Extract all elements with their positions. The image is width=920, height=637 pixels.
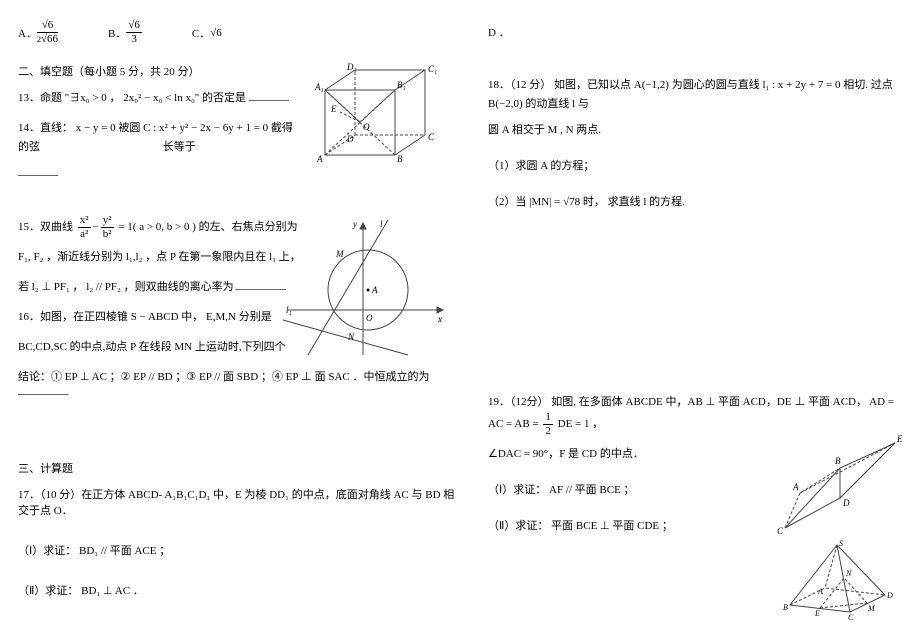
svg-text:B: B bbox=[397, 154, 403, 164]
option-c: C． √6 bbox=[192, 25, 222, 41]
option-d: D ． bbox=[488, 24, 898, 40]
prism-figure: A B C D E bbox=[775, 428, 905, 538]
svg-text:A: A bbox=[792, 482, 799, 492]
svg-text:A: A bbox=[371, 285, 378, 295]
q17-line1: 17．（10 分）在正方体 ABCD- A₁B₁C₁D₁ 中，E 为棱 DD₁ … bbox=[18, 486, 458, 518]
q18-line3: （1）求圆 A 的方程； bbox=[488, 157, 898, 173]
blank bbox=[18, 165, 58, 176]
option-c-label: C． bbox=[192, 25, 210, 41]
section-3-title: 三、计算题 bbox=[18, 460, 458, 476]
svg-text:O: O bbox=[363, 122, 370, 132]
svg-text:N: N bbox=[347, 332, 355, 342]
svg-text:B: B bbox=[835, 456, 841, 466]
blank bbox=[249, 90, 289, 101]
svg-text:C: C bbox=[428, 132, 435, 142]
q17-line3: （Ⅱ）求证： BD₁ ⊥ AC ． bbox=[18, 582, 458, 598]
q17-line2: （Ⅰ）求证： BD₁ // 平面 ACE ； bbox=[18, 542, 458, 558]
blank bbox=[18, 384, 68, 395]
svg-text:y: y bbox=[352, 219, 357, 229]
q18-line2: 圆 A 相交于 M , N 两点. bbox=[488, 121, 898, 137]
cube-figure: A B C D A₁ B₁ C₁ D₁ O E bbox=[305, 60, 455, 175]
svg-text:S: S bbox=[839, 540, 843, 548]
svg-text:E: E bbox=[896, 434, 903, 444]
svg-text:C: C bbox=[848, 613, 854, 620]
svg-text:E: E bbox=[330, 104, 337, 114]
pyramid-figure: S A B C D E M N bbox=[780, 540, 895, 620]
svg-text:l: l bbox=[380, 219, 383, 229]
option-a: A． √6 2√66 bbox=[18, 20, 58, 45]
svg-text:A₁: A₁ bbox=[314, 82, 324, 92]
svg-text:B₁: B₁ bbox=[397, 80, 406, 90]
svg-text:D₁: D₁ bbox=[346, 62, 357, 72]
option-b-label: B． bbox=[108, 25, 126, 41]
svg-text:D: D bbox=[346, 134, 354, 144]
svg-text:N: N bbox=[845, 569, 852, 578]
svg-text:M: M bbox=[335, 249, 344, 259]
svg-text:M: M bbox=[867, 604, 876, 613]
option-a-label: A． bbox=[18, 25, 37, 41]
svg-text:D: D bbox=[886, 591, 893, 600]
q16-line3: 结论：① EP ⊥ AC ；② EP // BD ；③ EP // 面 SBD … bbox=[18, 368, 458, 398]
svg-text:A: A bbox=[316, 154, 323, 164]
svg-text:l₁: l₁ bbox=[286, 305, 292, 315]
svg-text:E: E bbox=[814, 609, 820, 618]
svg-text:A: A bbox=[817, 587, 823, 596]
option-b: B． √6 3 bbox=[108, 20, 142, 45]
answer-options: A． √6 2√66 B． √6 3 C． √6 bbox=[18, 20, 458, 45]
svg-text:B: B bbox=[783, 603, 788, 612]
svg-text:C₁: C₁ bbox=[428, 64, 437, 74]
svg-text:O: O bbox=[366, 313, 373, 323]
q18-line4: （2）当 |MN| = √78 时， 求直线 l 的方程. bbox=[488, 193, 898, 209]
svg-text:x: x bbox=[437, 314, 442, 324]
circle-figure: x y O A M N l l₁ bbox=[278, 215, 453, 365]
svg-text:D: D bbox=[842, 498, 850, 508]
svg-text:C: C bbox=[777, 526, 784, 536]
q18-line1: 18．（12 分） 如图，已知以点 A(−1,2) 为圆心的圆与直线 l₁ : … bbox=[488, 76, 898, 113]
